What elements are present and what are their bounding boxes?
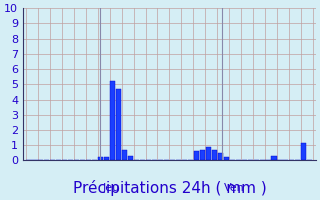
Bar [301, 143, 307, 160]
Bar [128, 156, 133, 160]
X-axis label: Précipitations 24h ( mm ): Précipitations 24h ( mm ) [73, 180, 266, 196]
Bar [206, 147, 211, 160]
Bar [116, 89, 121, 160]
Bar [194, 151, 199, 160]
Bar [98, 157, 103, 160]
Bar [212, 150, 217, 160]
Bar [104, 157, 109, 160]
Text: Ven: Ven [224, 183, 245, 193]
Bar [110, 81, 115, 160]
Bar [271, 156, 276, 160]
Bar [218, 153, 223, 160]
Text: Jeu: Jeu [102, 183, 119, 193]
Bar [224, 157, 229, 160]
Bar [200, 150, 205, 160]
Bar [122, 150, 127, 160]
